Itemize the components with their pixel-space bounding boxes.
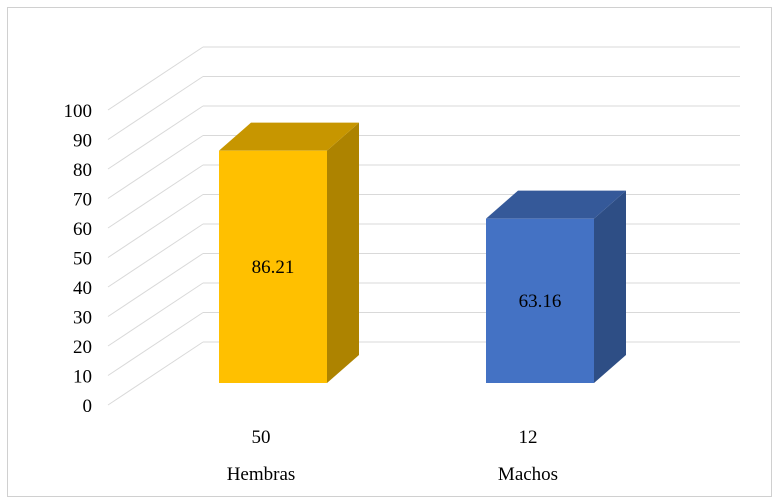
y-tick-label: 70 [73,190,92,211]
bars: 86.21 63.16 [219,122,626,384]
gridline-depth [107,46,204,111]
gridline-depth [107,164,204,229]
bar-top-face [219,122,359,151]
gridline-depth [107,194,204,258]
x-category-label: Machos [498,464,558,485]
y-tick-label: 60 [73,219,92,240]
gridline-depth [107,135,204,199]
y-tick-label: 100 [64,101,93,122]
y-tick-label: 10 [73,367,92,388]
chart-area [7,7,772,497]
y-tick-label: 20 [73,337,92,358]
gridline-depth [107,76,204,140]
y-tick-label: 40 [73,278,92,299]
x-category-label: Hembras [227,464,296,485]
y-axis-tick-labels: 0 10 20 30 40 50 60 70 80 90 100 [64,101,93,417]
bar-side-face [327,122,359,384]
bar-top-face [486,190,626,219]
gridline-depth [107,282,204,347]
x-count-label: 12 [519,427,538,448]
y-tick-label: 30 [73,308,92,329]
bar-machos: 63.16 [486,190,626,383]
x-axis-labels: 50 Hembras 12 Machos [227,427,558,485]
gridline-depth [107,341,204,406]
bar-hembras: 86.21 [219,122,359,384]
y-tick-label: 80 [73,160,92,181]
y-tick-label: 50 [73,249,92,270]
y-tick-label: 0 [83,396,93,417]
y-tick-label: 90 [73,131,92,152]
back-wall-grid [107,46,740,406]
bar-side-face [594,190,626,383]
gridline-depth [107,253,204,317]
bar-front-face [219,150,327,383]
gridline-depth [107,312,204,376]
gridline-depth [107,223,204,288]
x-count-label: 50 [252,427,271,448]
bar-front-face [486,218,594,383]
bar-data-label: 63.16 [519,291,562,312]
gridline-depth [107,105,204,170]
bar-data-label: 86.21 [252,257,295,278]
